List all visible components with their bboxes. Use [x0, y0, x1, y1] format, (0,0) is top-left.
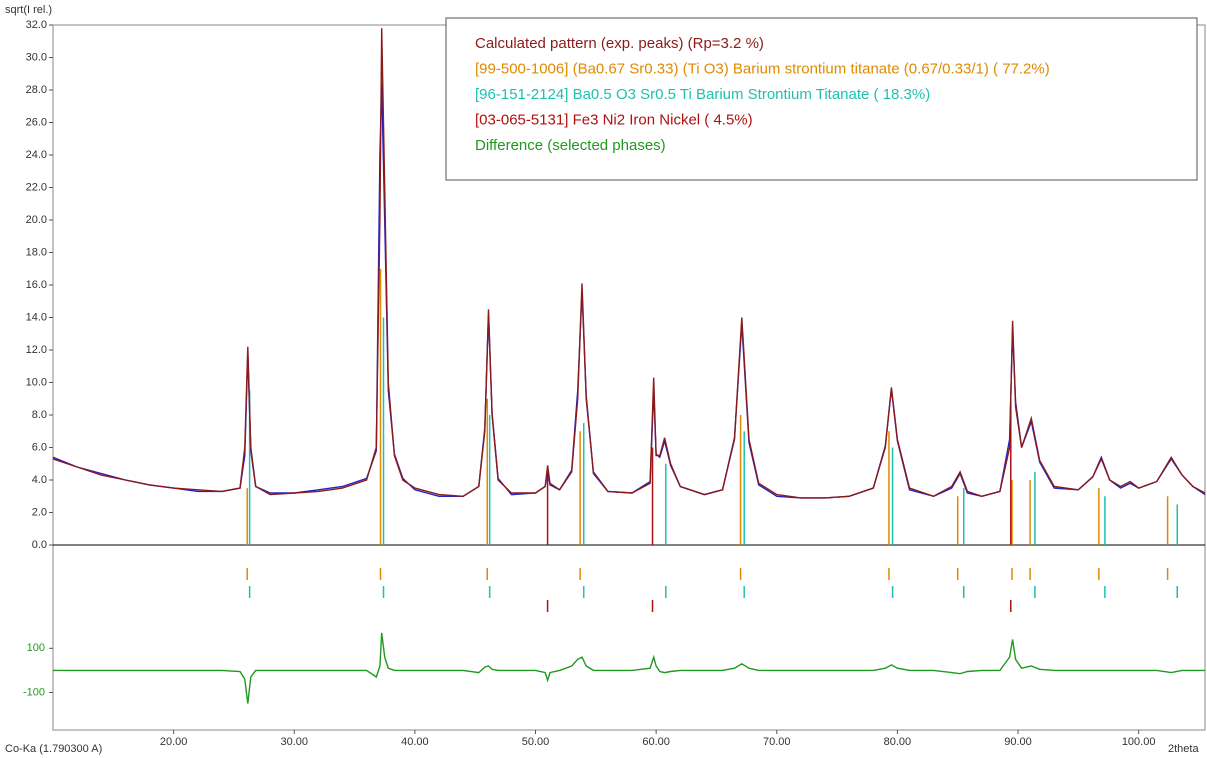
- y-tick-label: 22.0: [26, 181, 47, 193]
- y-tick-label: 16.0: [26, 279, 47, 291]
- x-tick-label: 60.00: [642, 736, 670, 748]
- x-tick-label: 30.00: [280, 736, 308, 748]
- y-tick-label: 20.0: [26, 214, 47, 226]
- y-tick-label: 6.0: [32, 441, 47, 453]
- y-tick-label: 8.0: [32, 409, 47, 421]
- x-tick-label: 80.00: [884, 736, 912, 748]
- series-line: [52, 28, 1206, 499]
- x-tick-label: 90.00: [1004, 736, 1032, 748]
- x-tick-label: 100.00: [1122, 736, 1156, 748]
- x-axis-label: 2theta: [1168, 743, 1199, 755]
- y2-tick-label: 100: [27, 642, 45, 654]
- y-tick-label: 14.0: [26, 311, 47, 323]
- legend-entry: Difference (selected phases): [475, 137, 666, 154]
- y-tick-label: 0.0: [32, 539, 47, 551]
- y-tick-label: 28.0: [26, 84, 47, 96]
- y-tick-label: 32.0: [26, 19, 47, 31]
- legend-box: [445, 17, 1198, 181]
- series-line: [53, 632, 1205, 704]
- y2-tick-label: -100: [23, 686, 45, 698]
- legend-entry: [99-500-1006] (Ba0.67 Sr0.33) (Ti O3) Ba…: [475, 60, 1050, 77]
- legend-entry: [96-151-2124] Ba0.5 O3 Sr0.5 Ti Barium S…: [475, 86, 930, 103]
- y-tick-label: 26.0: [26, 116, 47, 128]
- y-tick-label: 30.0: [26, 51, 47, 63]
- legend-entry: [03-065-5131] Fe3 Ni2 Iron Nickel ( 4.5%…: [475, 111, 753, 128]
- x-tick-label: 50.00: [522, 736, 550, 748]
- y-tick-label: 10.0: [26, 376, 47, 388]
- wavelength-label: Co-Ka (1.790300 A): [5, 743, 102, 755]
- y-tick-label: 24.0: [26, 149, 47, 161]
- y-tick-label: 4.0: [32, 474, 47, 486]
- x-tick-label: 40.00: [401, 736, 429, 748]
- y-axis-label: sqrt(I rel.): [5, 4, 52, 16]
- x-tick-label: 20.00: [160, 736, 188, 748]
- legend-entry: Calculated pattern (exp. peaks) (Rp=3.2 …: [475, 35, 764, 52]
- y-tick-label: 18.0: [26, 246, 47, 258]
- x-tick-label: 70.00: [763, 736, 791, 748]
- y-tick-label: 12.0: [26, 344, 47, 356]
- y-tick-label: 2.0: [32, 506, 47, 518]
